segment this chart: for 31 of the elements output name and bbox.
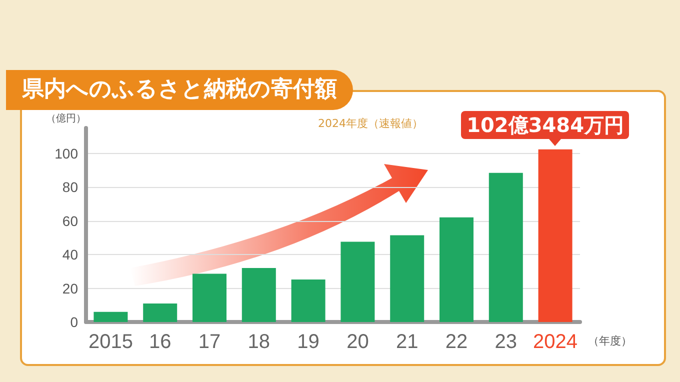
bar xyxy=(390,235,424,322)
x-tick-label: 19 xyxy=(297,331,320,353)
bar xyxy=(440,217,474,322)
y-tick-label: 0 xyxy=(70,314,78,330)
x-tick-label: 23 xyxy=(494,331,518,353)
x-tick-label: 22 xyxy=(445,331,468,353)
bar xyxy=(340,242,375,322)
x-tick-label: 16 xyxy=(148,331,172,353)
bar xyxy=(291,279,326,322)
bar xyxy=(488,172,523,322)
x-tick-label: 18 xyxy=(248,331,270,353)
x-tick-label: 21 xyxy=(396,331,418,353)
x-tick-label: 2024 xyxy=(533,331,578,353)
x-tick-label: 20 xyxy=(346,331,369,353)
bar xyxy=(143,303,178,322)
chart-subtitle: 2024年度（速報値） xyxy=(318,116,423,131)
y-tick-label: 100 xyxy=(54,145,78,162)
y-tick-label: 60 xyxy=(62,212,78,229)
bar xyxy=(242,268,276,322)
bar xyxy=(538,149,572,322)
x-tick-label: 2015 xyxy=(88,331,133,353)
x-tick-label: 17 xyxy=(198,331,221,353)
annotation: 102億3484万円 xyxy=(461,111,630,140)
x-axis-title: （年度） xyxy=(588,334,632,348)
y-tick-label: 80 xyxy=(62,179,78,196)
y-tick-label: 40 xyxy=(62,246,78,263)
y-tick-label: 20 xyxy=(62,280,78,296)
bar xyxy=(94,312,128,322)
chart-title: 県内へのふるさと納税の寄付額 xyxy=(6,70,353,110)
bar xyxy=(192,274,226,322)
y-axis-title: （億円） xyxy=(46,112,86,124)
